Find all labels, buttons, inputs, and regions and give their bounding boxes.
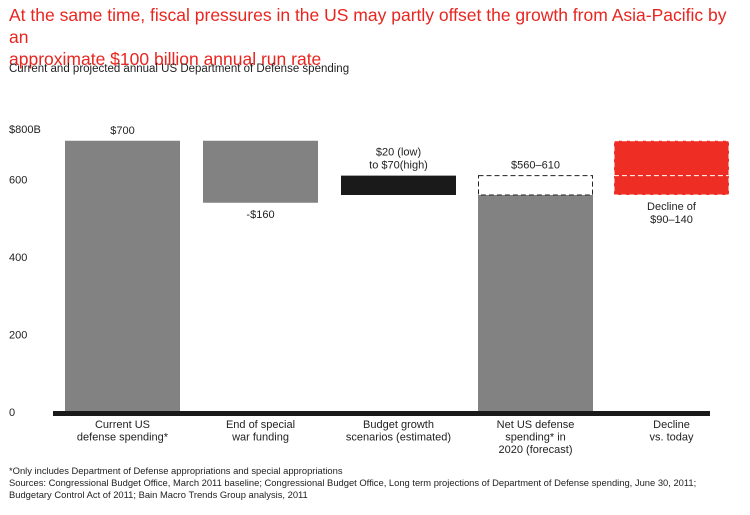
bar-war-funding (203, 140, 318, 203)
category-label-net-2020: 2020 (forecast) (499, 444, 573, 456)
data-label-decline: Decline of (647, 201, 697, 213)
category-label-growth: scenarios (estimated) (346, 432, 451, 444)
headline-line: At the same time, fiscal pressures in th… (9, 5, 727, 47)
category-label-war-funding: End of special (226, 419, 295, 431)
bar-net-2020-range-box (478, 175, 593, 196)
data-label-net-2020: $560–610 (511, 160, 560, 172)
data-label-growth: to $70(high) (369, 160, 428, 172)
category-label-war-funding: war funding (231, 432, 289, 444)
footnotes: *Only includes Department of Defense app… (9, 465, 747, 501)
footnote-line: Budgetary Control Act of 2011; Bain Macr… (9, 489, 308, 500)
category-label-net-2020: Net US defense (497, 419, 575, 431)
category-label-net-2020: spending* in (505, 432, 566, 444)
headline: At the same time, fiscal pressures in th… (9, 4, 744, 70)
data-label-growth: $20 (low) (376, 147, 421, 159)
footnote-line: *Only includes Department of Defense app… (9, 465, 343, 476)
bar-decline (613, 140, 730, 196)
category-label-growth: Budget growth (363, 419, 434, 431)
category-label-decline: vs. today (649, 432, 694, 444)
y-tick-label: 0 (9, 407, 15, 419)
y-tick-label: $800B (9, 124, 41, 136)
category-label-current: defense spending* (77, 432, 169, 444)
data-label-decline: $90–140 (650, 214, 693, 226)
x-axis-baseline (53, 411, 710, 416)
footnote-line: Sources: Congressional Budget Office, Ma… (9, 477, 697, 488)
data-label-war-funding: -$160 (246, 209, 274, 221)
bar-growth (341, 175, 456, 195)
headline-line: approximate $100 billion annual run rate (9, 49, 322, 69)
y-tick-label: 400 (9, 252, 27, 264)
y-tick-label: 200 (9, 330, 27, 342)
category-label-decline: Decline (653, 419, 690, 431)
y-tick-label: 600 (9, 175, 27, 187)
data-label-current: $700 (110, 125, 134, 137)
bar-net-2020 (478, 195, 593, 412)
category-label-current: Current US (95, 419, 150, 431)
bar-current (65, 140, 180, 412)
chart-subtitle: Current and projected annual US Departme… (9, 63, 350, 75)
